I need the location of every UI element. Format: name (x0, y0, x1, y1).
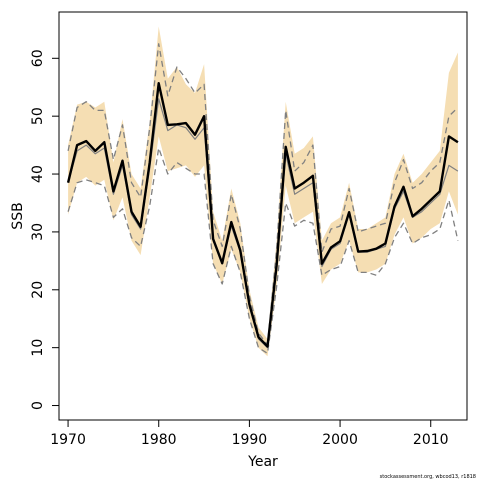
y-tick-label: 0 (30, 401, 46, 410)
y-axis: 0 10 20 30 40 50 60 (30, 49, 59, 410)
series-dashed-lower-line (67, 147, 459, 355)
plot-area (66, 26, 459, 357)
y-axis-label: SSB (10, 202, 26, 229)
x-tick-label: 1970 (50, 432, 86, 448)
x-axis: 1970 1980 1990 2000 2010 (50, 420, 449, 448)
y-tick-label: 60 (30, 49, 46, 67)
series-estimate-line (66, 82, 459, 348)
y-tick-label: 40 (30, 165, 46, 183)
confidence-band (68, 26, 458, 357)
y-tick-label: 50 (30, 107, 46, 125)
plot-frame (58, 11, 468, 421)
y-tick-label: 30 (30, 223, 46, 241)
x-tick-label: 2010 (413, 432, 449, 448)
x-tick-label: 1990 (232, 432, 268, 448)
x-tick-label: 2000 (322, 432, 358, 448)
y-tick-label: 10 (30, 339, 46, 357)
x-tick-label: 1980 (141, 432, 177, 448)
x-axis-label: Year (247, 454, 278, 470)
credit-text: stockassessment.org, wbcod13, r1818 (380, 474, 476, 480)
y-tick-label: 20 (30, 281, 46, 299)
series-dashed-upper-line (67, 43, 459, 346)
